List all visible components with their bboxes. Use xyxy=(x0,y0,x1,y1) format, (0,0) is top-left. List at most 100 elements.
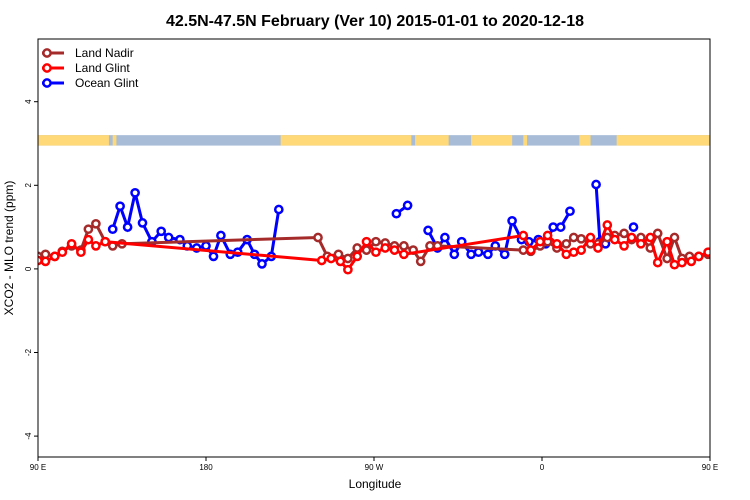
ocean-glint-point xyxy=(273,204,284,215)
ocean-glint-point xyxy=(137,218,148,228)
land-nadir-point xyxy=(561,238,572,249)
ocean-glint-point xyxy=(163,232,174,243)
ocean-glint-point xyxy=(130,187,140,198)
ocean-glint-point xyxy=(391,208,402,219)
land-band xyxy=(471,135,513,146)
land-nadir-point xyxy=(652,228,663,239)
ocean-glint-point xyxy=(714,226,721,233)
land-nadir-point xyxy=(83,224,94,235)
legend-label: Ocean Glint xyxy=(75,76,139,90)
land-glint-point xyxy=(585,232,596,243)
land-band xyxy=(721,135,725,145)
legend-item-land-nadir: Land Nadir xyxy=(42,46,134,60)
land-glint-point xyxy=(335,256,346,267)
y-axis: -4 -2 0 2 4 xyxy=(24,99,38,440)
chart-title: 42.5N-47.5N February (Ver 10) 2015-01-01… xyxy=(166,13,584,30)
ocean-glint-point xyxy=(201,241,211,251)
ocean-glint-point xyxy=(628,222,639,232)
land-nadir-point xyxy=(669,232,680,243)
land-glint-point xyxy=(40,256,51,267)
land-glint-point xyxy=(662,236,672,247)
land-glint-point xyxy=(645,232,656,243)
land-glint-point xyxy=(626,232,637,243)
land-glint-point xyxy=(609,234,620,245)
land-glint-point xyxy=(669,259,680,270)
land-glint-point xyxy=(66,238,77,249)
ocean-glint-series xyxy=(107,179,750,269)
land-nadir-point xyxy=(738,242,745,249)
land-glint-point xyxy=(525,245,536,255)
land-glint-point xyxy=(652,257,663,268)
legend-marker xyxy=(42,63,52,73)
land-nadir-point xyxy=(714,244,721,251)
ocean-glint-point xyxy=(402,200,413,211)
legend-marker xyxy=(42,48,52,58)
land-nadir-point xyxy=(619,228,629,239)
land-glint-point xyxy=(738,240,745,247)
ocean-glint-point xyxy=(216,230,226,241)
land-glint-point xyxy=(568,247,579,258)
land-glint-point xyxy=(535,236,545,247)
land-glint-point xyxy=(389,245,400,255)
y-tick-label: -4 xyxy=(24,432,33,440)
ocean-glint-point xyxy=(473,247,484,258)
ocean-glint-point xyxy=(548,222,559,232)
land-glint-point xyxy=(677,257,687,268)
land-glint-point xyxy=(316,255,327,266)
land-glint-point xyxy=(49,251,60,262)
x-tick-label: 0 xyxy=(540,463,545,472)
y-axis-label: XCO2 - MLO trend (ppm) xyxy=(2,181,16,316)
land-glint-point xyxy=(352,251,363,262)
ocean-glint-point xyxy=(499,249,510,260)
land-band xyxy=(616,135,710,146)
land-band xyxy=(280,135,412,146)
ocean-glint-point xyxy=(423,225,433,236)
land-glint-point xyxy=(100,236,111,247)
land-glint-point xyxy=(76,247,86,258)
x-axis: 90 E 180 90 W 0 90 E xyxy=(30,457,718,472)
land-glint-point xyxy=(552,238,562,249)
ocean-glint-point xyxy=(466,249,476,260)
ocean-glint-point xyxy=(449,249,460,260)
land-glint-point xyxy=(518,230,529,241)
land-glint-point xyxy=(399,249,409,260)
ocean-glint-point xyxy=(107,224,118,235)
ocean-glint-point xyxy=(156,226,167,237)
land-nadir-point xyxy=(568,232,579,243)
ocean-glint-point xyxy=(115,201,125,212)
land-glint-point xyxy=(326,253,336,264)
land-glint-point xyxy=(380,243,391,253)
land-glint-series xyxy=(38,220,745,275)
ocean-glint-point xyxy=(746,219,750,226)
land-glint-point xyxy=(361,236,372,247)
land-nadir-point xyxy=(399,241,409,251)
land-band xyxy=(38,135,109,146)
x-axis-label: Longitude xyxy=(349,477,402,491)
ocean-glint-point xyxy=(507,215,517,226)
legend-label: Land Glint xyxy=(75,61,130,75)
land-band xyxy=(579,135,591,146)
y-tick-label: -2 xyxy=(24,348,33,356)
land-glint-point xyxy=(619,241,629,251)
land-nadir-point xyxy=(371,236,381,247)
x-tick-label: 90 W xyxy=(365,463,384,472)
land-nadir-point xyxy=(576,233,587,244)
land-glint-point xyxy=(561,249,572,260)
x-tick-label: 90 E xyxy=(30,463,46,472)
land-glint-point xyxy=(371,247,381,258)
land-glint-point xyxy=(703,247,710,258)
land-glint-point xyxy=(57,247,68,258)
ocean-glint-point xyxy=(738,189,745,196)
land-glint-point xyxy=(693,251,704,262)
land-glint-point xyxy=(83,234,94,245)
legend-marker xyxy=(42,78,52,88)
ocean-glint-line xyxy=(718,193,750,246)
land-glint-point xyxy=(576,245,587,255)
ocean-glint-point xyxy=(208,251,219,262)
land-glint-point xyxy=(91,241,101,251)
ocean-glint-point xyxy=(591,179,601,190)
ocean-glint-point xyxy=(555,222,566,232)
y-tick-label: 2 xyxy=(24,183,33,188)
land-nadir-point xyxy=(313,232,323,243)
